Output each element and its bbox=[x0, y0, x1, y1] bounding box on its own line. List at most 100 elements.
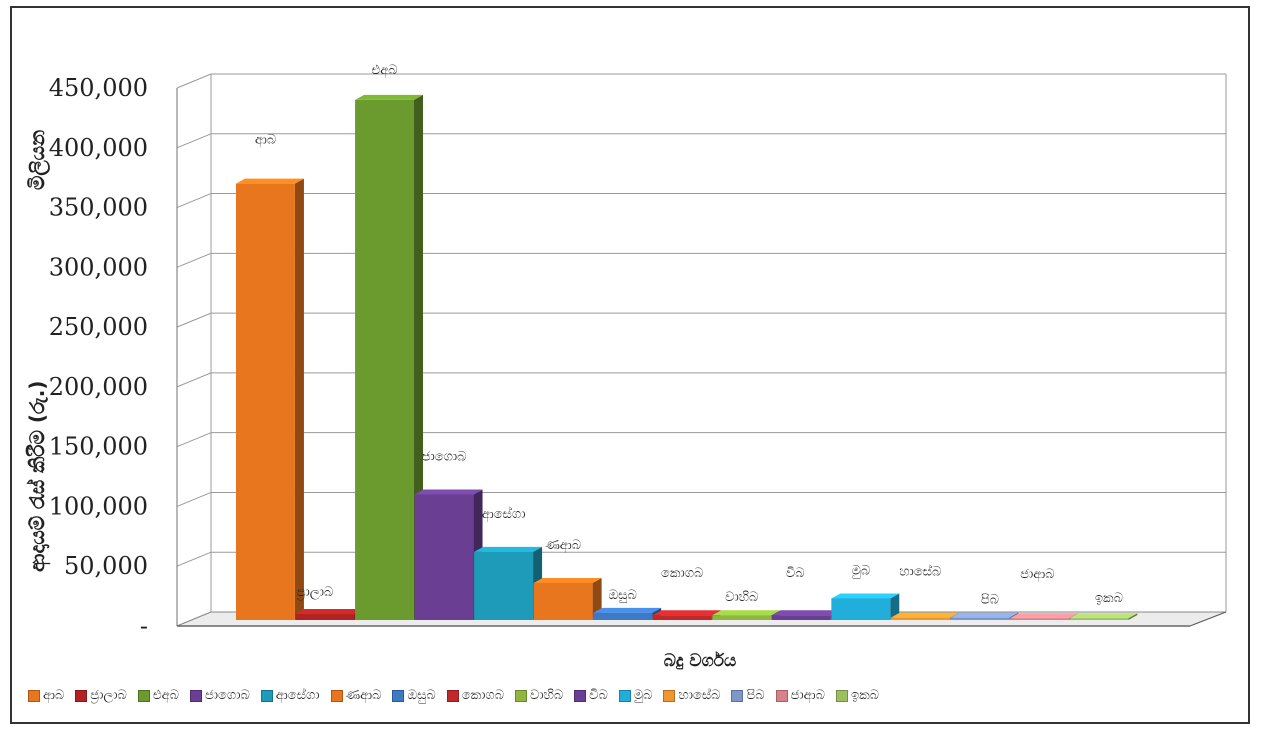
legend-item: ඔසුබ bbox=[392, 688, 436, 703]
bar-front bbox=[593, 612, 653, 620]
y-tick-label: 100,000 bbox=[49, 492, 148, 520]
grid-line-depth bbox=[176, 372, 212, 388]
legend-label: ජ්‍රාලාබ bbox=[90, 688, 127, 703]
legend-swatch bbox=[75, 689, 88, 702]
x-axis-depth-line bbox=[1189, 611, 1227, 627]
legend-label: හාසේබ bbox=[678, 688, 721, 703]
grid-line-depth bbox=[176, 312, 212, 328]
bar bbox=[950, 612, 1019, 620]
legend-swatch bbox=[189, 689, 202, 702]
bar-front bbox=[1069, 618, 1129, 620]
legend-item: එඅබ bbox=[137, 688, 179, 703]
legend-swatch bbox=[260, 689, 273, 702]
bar-top bbox=[771, 610, 840, 616]
legend-swatch bbox=[446, 689, 459, 702]
bar-front bbox=[652, 615, 712, 620]
y-tick-label: 300,000 bbox=[49, 253, 148, 281]
bar-front bbox=[890, 617, 950, 620]
y-tick-label: 450,000 bbox=[49, 74, 148, 102]
bar-top bbox=[1069, 613, 1138, 619]
legend-item: ජාආබ bbox=[775, 688, 825, 703]
bar bbox=[652, 610, 721, 620]
bar-side bbox=[1128, 613, 1138, 620]
y-tick-label: 150,000 bbox=[49, 433, 148, 461]
bar-front bbox=[1009, 618, 1069, 620]
grid-line-depth bbox=[176, 551, 212, 567]
legend: ආබ ජ්‍රාලාබ එඅබ ජාගොබ ආසේගා ණආබ ඔසුබ කොගබ වාහිබ ව… bbox=[28, 688, 879, 703]
data-label: ජාගොබ bbox=[422, 449, 467, 464]
data-label: ආබ bbox=[255, 133, 276, 148]
bar-top bbox=[652, 610, 721, 616]
data-label: එඅබ bbox=[371, 63, 397, 78]
bar-top bbox=[236, 178, 304, 184]
bar-front bbox=[950, 617, 1010, 620]
legend-label: පිබ bbox=[746, 688, 765, 703]
legend-label: මුබ bbox=[633, 688, 653, 703]
legend-swatch bbox=[731, 689, 744, 702]
grid-line-depth bbox=[176, 193, 212, 209]
bar bbox=[831, 593, 900, 620]
y-tick-label: 350,000 bbox=[49, 194, 148, 222]
bar bbox=[1069, 613, 1138, 620]
bar-top bbox=[474, 546, 543, 552]
bar-top bbox=[414, 489, 483, 495]
bar-top bbox=[1009, 613, 1078, 619]
legend-swatch bbox=[663, 689, 676, 702]
bar-front bbox=[831, 598, 891, 620]
bar bbox=[355, 94, 424, 620]
y-tick-label: 400,000 bbox=[49, 134, 148, 162]
bar-side bbox=[294, 178, 304, 620]
legend-swatch bbox=[515, 689, 527, 702]
data-label: ජාආබ bbox=[1020, 567, 1054, 582]
legend-swatch bbox=[392, 689, 405, 702]
bar bbox=[236, 178, 304, 620]
bar bbox=[474, 546, 543, 620]
legend-label: වාහිබ bbox=[530, 688, 564, 703]
bar-front bbox=[712, 615, 772, 620]
data-label: හාසේබ bbox=[899, 563, 941, 579]
data-label: ණආබ bbox=[545, 538, 581, 553]
legend-item: ජාගොබ bbox=[189, 688, 250, 703]
bar-front bbox=[295, 614, 355, 620]
bar-front bbox=[236, 183, 295, 620]
data-label: කොගබ bbox=[661, 566, 703, 581]
bar-front bbox=[355, 99, 415, 620]
legend-item: මුබ bbox=[618, 688, 653, 703]
data-label: ප්‍රාලාබ bbox=[297, 585, 334, 600]
bar bbox=[1009, 613, 1078, 620]
data-label: විබ bbox=[786, 566, 805, 581]
bar-top bbox=[831, 593, 900, 599]
legend-label: ආසේගා bbox=[275, 688, 320, 703]
data-label: පිබ bbox=[981, 593, 999, 608]
legend-label: ණආබ bbox=[345, 688, 382, 703]
data-label: ඉකබ bbox=[1095, 591, 1123, 606]
bar-top bbox=[355, 94, 424, 100]
legend-label: ජාගොබ bbox=[204, 688, 250, 703]
legend-swatch bbox=[137, 689, 150, 702]
legend-item: ආබ bbox=[28, 688, 64, 703]
legend-item: ණආබ bbox=[330, 688, 382, 703]
legend-swatch bbox=[835, 689, 848, 702]
legend-label: ජාආබ bbox=[790, 688, 825, 703]
bar-top bbox=[533, 577, 602, 583]
grid-line-depth bbox=[176, 133, 212, 149]
bar bbox=[414, 489, 483, 620]
legend-label: කොගබ bbox=[461, 688, 504, 703]
bar bbox=[771, 610, 840, 620]
y-tick-label: 50,000 bbox=[64, 552, 148, 580]
grid-line-depth bbox=[176, 432, 212, 448]
legend-item: වාහිබ bbox=[515, 688, 563, 703]
data-label: ආසේගා bbox=[482, 506, 526, 522]
bar-side bbox=[890, 593, 900, 620]
bar bbox=[533, 577, 602, 620]
legend-label: ආබ bbox=[43, 688, 65, 703]
legend-swatch bbox=[775, 689, 788, 702]
bar-top bbox=[712, 610, 781, 616]
legend-swatch bbox=[574, 689, 587, 702]
chart-frame bbox=[10, 6, 1250, 724]
y-axis-label: ආදායම් රැස් කිරීම (රු.) bbox=[25, 381, 51, 572]
data-label: ඔසුබ bbox=[609, 588, 637, 603]
legend-item: විබ bbox=[574, 688, 608, 703]
bar-top bbox=[950, 612, 1019, 618]
